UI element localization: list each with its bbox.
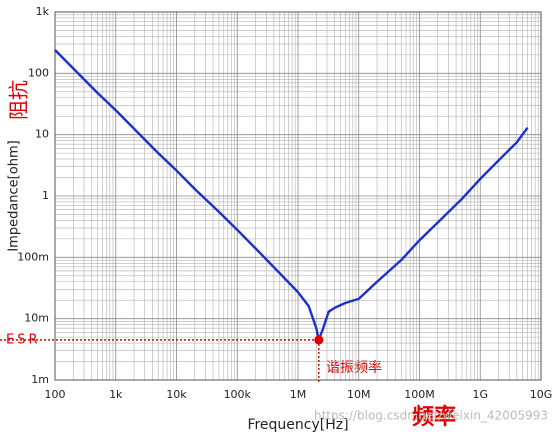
x-axis-label: Frequency[Hz]	[247, 417, 348, 433]
y-tick-label: 10m	[24, 312, 49, 325]
x-tick-label: 100	[45, 388, 66, 401]
x-tick-label: 10G	[530, 388, 553, 401]
y-tick-label: 1m	[31, 373, 49, 386]
y-tick-label: 10	[35, 128, 49, 141]
zh-frequency-label: 频率	[412, 404, 456, 430]
esr-label: ESR	[6, 333, 41, 348]
x-tick-label: 1k	[109, 388, 123, 401]
y-tick-label: 1k	[36, 5, 50, 18]
watermark: https://blog.csdn.net/weixin_42005993	[314, 409, 548, 423]
y-tick-label: 100m	[17, 250, 49, 263]
y-tick-label: 1	[42, 189, 49, 202]
x-tick-label: 100M	[404, 388, 435, 401]
impedance-curve	[54, 49, 529, 342]
zh-impedance-label: 阻抗	[7, 80, 31, 120]
resonance-label: 谐振频率	[326, 359, 382, 376]
x-tick-label: 10k	[166, 388, 187, 401]
x-tick-label: 100k	[224, 388, 252, 401]
plot-frame	[54, 11, 542, 381]
resonance-point	[314, 335, 324, 345]
x-tick-label: 10M	[347, 388, 371, 401]
y-axis-label: Impedance[ohm]	[7, 140, 22, 251]
x-tick-label: 1G	[472, 388, 488, 401]
x-tick-label: 1M	[290, 388, 307, 401]
y-tick-label: 100	[28, 66, 49, 79]
